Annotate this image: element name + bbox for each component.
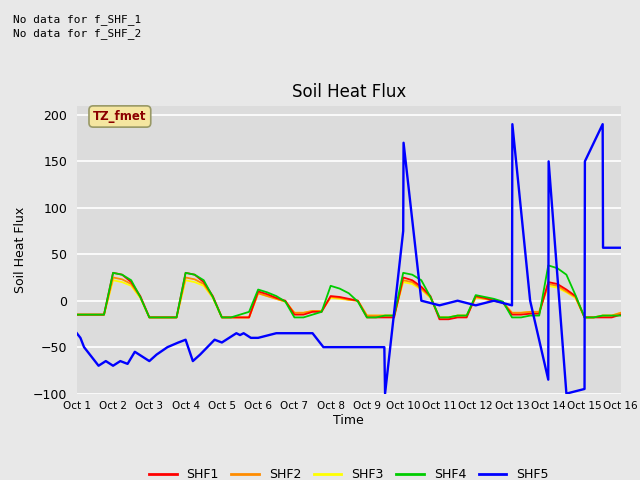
Text: TZ_fmet: TZ_fmet [93, 110, 147, 123]
Title: Soil Heat Flux: Soil Heat Flux [292, 83, 406, 101]
X-axis label: Time: Time [333, 414, 364, 427]
Text: No data for f_SHF_2: No data for f_SHF_2 [13, 28, 141, 39]
Y-axis label: Soil Heat Flux: Soil Heat Flux [14, 206, 27, 293]
Text: No data for f_SHF_1: No data for f_SHF_1 [13, 13, 141, 24]
Legend: SHF1, SHF2, SHF3, SHF4, SHF5: SHF1, SHF2, SHF3, SHF4, SHF5 [144, 463, 554, 480]
